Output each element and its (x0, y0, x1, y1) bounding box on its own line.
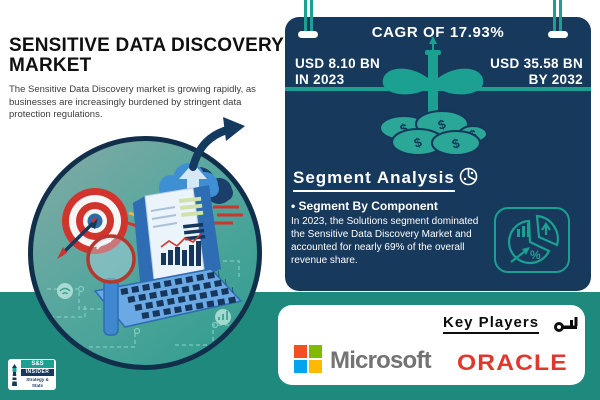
pie-analytics-icon: % (507, 214, 559, 265)
hanger-wire (304, 0, 307, 34)
key-players-card (278, 305, 585, 385)
brand-tagline: Strategy & Stats (26, 377, 49, 388)
end-value: USD 35.58 BN BY 2032 (430, 56, 583, 89)
microsoft-logo-icon (294, 345, 322, 373)
microsoft-wordmark: Microsoft (330, 347, 432, 374)
microsoft-square-red (294, 345, 307, 358)
percent-symbol: % (530, 248, 541, 262)
market-illustration-circle (28, 136, 262, 370)
microsoft-square-green (309, 345, 322, 358)
money-plant-icon: $ $ $ $ $ (379, 36, 488, 156)
hanger-wire (310, 0, 313, 34)
start-value-amount: USD 8.10 BN (295, 56, 381, 71)
start-value-year: IN 2023 (295, 72, 345, 88)
cagr-label: CAGR OF 17.93% (371, 24, 505, 41)
growth-arrow-icon (189, 117, 245, 171)
microsoft-square-yellow (309, 360, 322, 373)
end-value-year: BY 2032 (528, 72, 583, 88)
coin-pile-icon: $ $ $ $ $ (379, 110, 488, 156)
bar-chart-icon (161, 241, 201, 266)
lighthouse-icon (11, 363, 18, 386)
key-players-heading: Key Players (443, 314, 540, 334)
laptop-document-icon (93, 185, 243, 328)
brand-name-top: S&S (21, 360, 54, 368)
end-value-amount: USD 35.58 BN (490, 56, 583, 71)
magnifier-icon (86, 234, 136, 336)
signal-icon (215, 309, 231, 325)
hanger-cap (548, 31, 568, 38)
hanger-wire (553, 0, 556, 34)
hanger-wire (559, 0, 562, 34)
market-illustration (43, 163, 243, 348)
coin-symbol: $ (450, 135, 462, 152)
publisher-logo: S&S INSIDER Strategy & Stats (8, 359, 56, 390)
segment-bullet-heading: • Segment By Component (291, 199, 438, 213)
key-icon (554, 317, 578, 332)
start-value: USD 8.10 BN IN 2023 (295, 56, 380, 89)
hanger-cap (298, 31, 318, 38)
page-description: The Sensitive Data Discovery market is g… (9, 84, 256, 121)
oracle-wordmark: ORACLE (457, 350, 568, 375)
pie-chart-icon (459, 167, 478, 186)
page-title-line1: SENSITIVE DATA DISCOVERY (9, 35, 285, 56)
analytics-icon-box: % (494, 207, 570, 273)
brand-name-mid: INSIDER (21, 369, 54, 376)
segment-analysis-title: Segment Analysis (293, 168, 455, 192)
page-title: SENSITIVE DATA DISCOVERY MARKET (9, 35, 287, 77)
segment-bullet-body: In 2023, the Solutions segment dominated… (291, 216, 479, 266)
microsoft-square-blue (294, 360, 307, 373)
page-title-line2: MARKET (9, 55, 92, 77)
wifi-icon (57, 283, 73, 299)
